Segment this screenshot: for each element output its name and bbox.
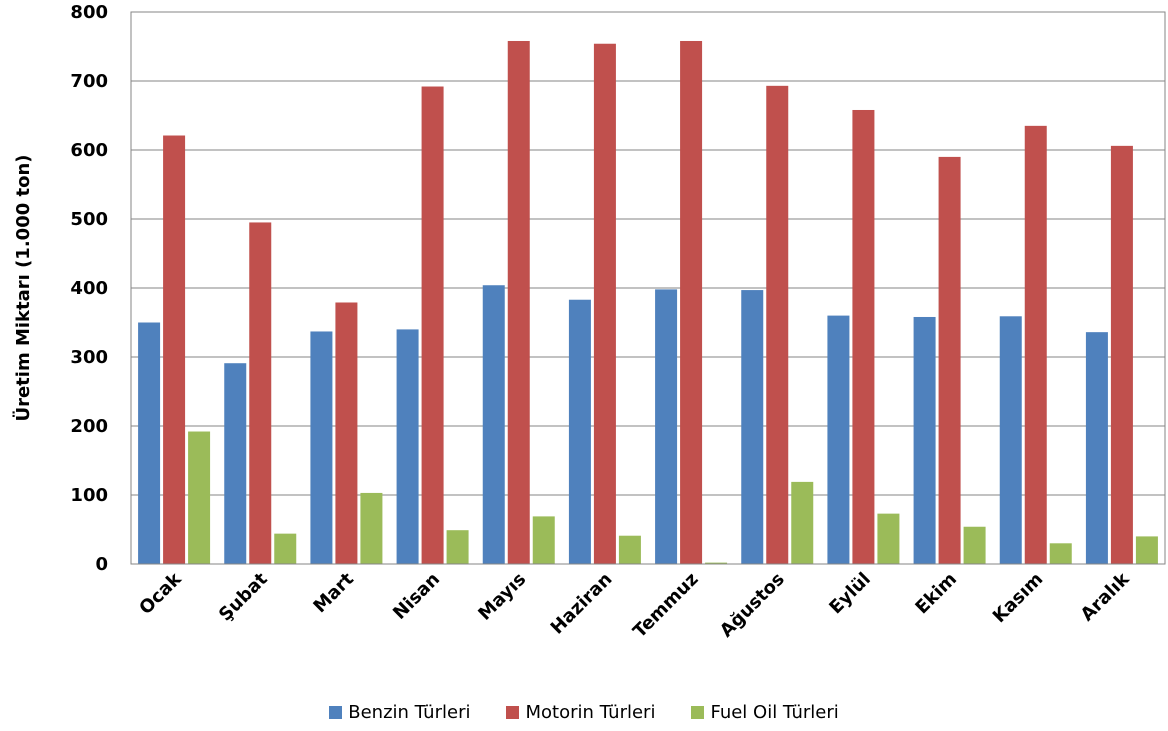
bar-motorin	[938, 156, 961, 564]
y-tick-label: 800	[70, 2, 108, 23]
bar-benzin	[310, 331, 333, 564]
bar-fuel-oil	[532, 516, 555, 564]
bars	[138, 40, 1158, 565]
x-tick-label: Eylül	[825, 569, 875, 619]
legend-label: Fuel Oil Türleri	[710, 701, 839, 723]
bar-motorin	[335, 302, 358, 564]
bar-fuel-oil	[705, 562, 728, 564]
x-tick-labels: Ocak Şubat Mart Nisan Mayıs Haziran Temmuz Ağus…	[135, 568, 1134, 642]
legend-swatch	[691, 705, 705, 719]
bar-fuel-oil	[446, 530, 469, 564]
y-tick-label: 700	[70, 71, 108, 92]
bar-benzin	[568, 299, 591, 564]
bar-motorin	[507, 40, 530, 565]
bar-chart: 0 100 200 300 400 500 600 700 800 Ocak Şubat Mart N…	[12, 2, 1166, 642]
x-tick-label: Ocak	[135, 568, 186, 619]
bar-benzin	[741, 290, 764, 564]
x-tick-label: Haziran	[547, 569, 617, 639]
legend-item: Fuel Oil Türleri	[691, 701, 839, 723]
bar-fuel-oil	[791, 481, 814, 564]
y-axis-title: Üretim Miktarı (1.000 ton)	[12, 154, 34, 421]
x-tick-label: Mayıs	[474, 569, 530, 625]
bar-benzin	[999, 316, 1022, 564]
y-tick-label: 300	[70, 347, 108, 368]
bar-motorin	[163, 135, 186, 564]
legend-item: Motorin Türleri	[506, 702, 655, 723]
bar-benzin	[224, 363, 247, 564]
bar-motorin	[593, 43, 616, 565]
bar-motorin	[1024, 125, 1047, 564]
bar-motorin	[421, 86, 444, 565]
bar-motorin	[249, 222, 272, 564]
bar-fuel-oil	[188, 431, 211, 564]
y-tick-label: 500	[70, 209, 108, 230]
bar-fuel-oil	[877, 513, 900, 564]
bar-benzin	[482, 285, 505, 564]
bar-motorin	[1110, 145, 1133, 565]
legend-item: Benzin Türleri	[329, 702, 470, 723]
x-tick-label: Aralık	[1077, 568, 1134, 625]
y-tick-labels: 0 100 200 300 400 500 600 700 800	[70, 2, 108, 575]
y-tick-label: 600	[70, 140, 108, 161]
x-tick-label: Temmuz	[629, 569, 702, 642]
legend-label: Motorin Türleri	[525, 701, 656, 723]
x-tick-label: Kasım	[989, 569, 1048, 628]
bar-fuel-oil	[963, 526, 986, 564]
bar-fuel-oil	[274, 533, 297, 564]
bar-motorin	[852, 109, 875, 564]
bar-benzin	[396, 329, 419, 564]
y-tick-label: 400	[70, 278, 108, 299]
x-tick-label: Ekim	[911, 569, 961, 619]
plot-area-frame	[130, 11, 1166, 565]
x-tick-label: Nisan	[389, 569, 444, 624]
legend-swatch	[506, 705, 520, 719]
bar-fuel-oil	[360, 492, 383, 564]
legend-swatch	[329, 705, 343, 719]
y-tick-label: 100	[70, 485, 108, 506]
bar-fuel-oil	[1049, 543, 1072, 564]
x-tick-label: Mart	[309, 568, 358, 617]
bar-benzin	[827, 315, 850, 564]
legend-label: Benzin Türleri	[348, 701, 471, 723]
bar-fuel-oil	[1135, 536, 1158, 564]
bar-motorin	[680, 40, 703, 565]
bar-benzin	[655, 289, 678, 564]
x-tick-label: Şubat	[215, 568, 272, 625]
y-tick-label: 200	[70, 416, 108, 437]
bar-motorin	[766, 85, 789, 564]
legend: Benzin Türleri Motorin Türleri Fuel Oil Tü…	[0, 700, 1168, 724]
bar-fuel-oil	[618, 535, 641, 564]
x-tick-label: Ağustos	[716, 569, 789, 642]
bar-benzin	[913, 316, 936, 564]
y-tick-label: 0	[95, 554, 108, 575]
bar-benzin	[138, 322, 161, 564]
bar-benzin	[1085, 332, 1108, 564]
